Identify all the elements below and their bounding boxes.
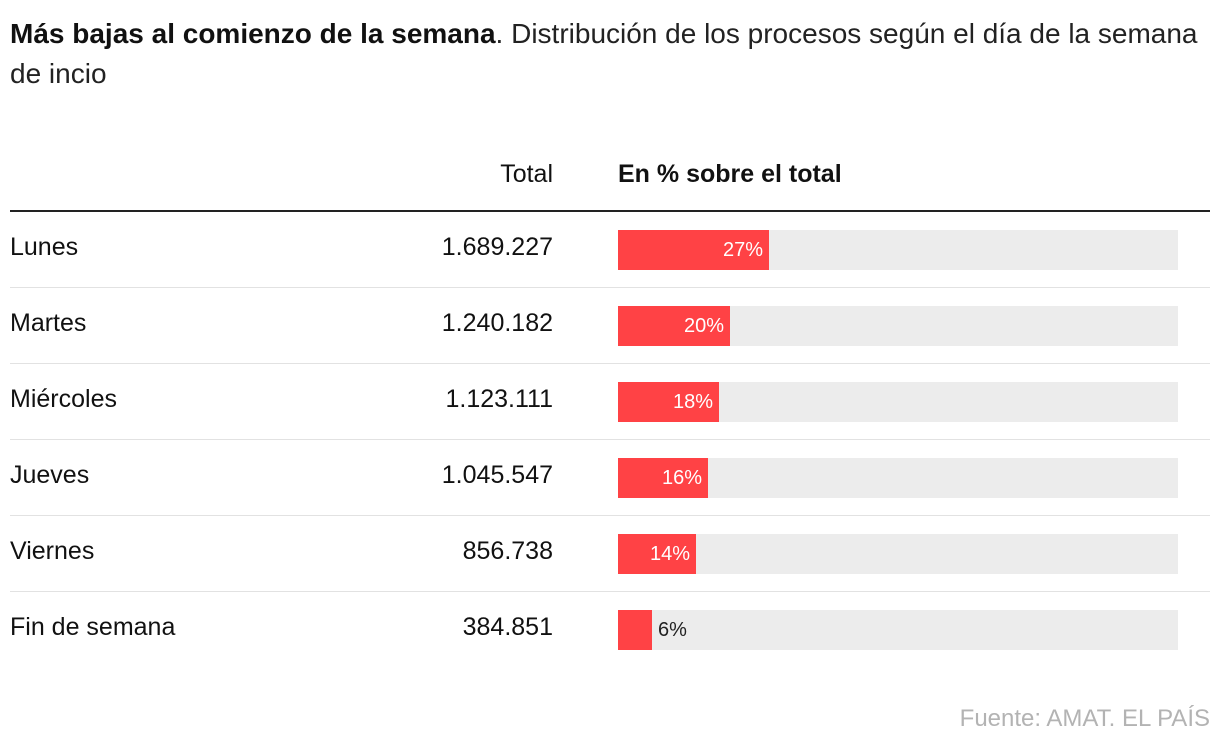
row-total-value: 1.123.111	[445, 385, 553, 413]
row-day-label: Jueves	[10, 461, 90, 489]
row-total-value: 1.045.547	[441, 461, 553, 489]
bar	[618, 230, 769, 270]
bar-value-label: 20%	[683, 315, 724, 337]
row-separator	[10, 515, 1210, 516]
row-day-label: Miércoles	[10, 385, 117, 413]
bar	[618, 306, 730, 346]
bar-track: 18%	[618, 382, 1178, 422]
chart-headline: Más bajas al comienzo de la semana. Dist…	[10, 14, 1210, 94]
row-separator	[10, 439, 1210, 440]
row-day-label: Lunes	[10, 233, 79, 261]
row-separator	[10, 591, 1210, 592]
headline-bold: Más bajas al comienzo de la semana	[10, 18, 496, 49]
table-row: Lunes 1.689.227 27%	[10, 212, 1210, 288]
bar-value-label: 27%	[722, 239, 763, 261]
bar-track: 20%	[618, 306, 1178, 346]
row-separator	[10, 363, 1210, 364]
bar-value-label: 18%	[672, 391, 713, 413]
bar	[618, 458, 708, 498]
bar-track: 16%	[618, 458, 1178, 498]
row-total-value: 856.738	[462, 537, 553, 565]
bar-value-label: 6%	[658, 619, 687, 641]
bar-track: 14%	[618, 534, 1178, 574]
bar-value-label: 14%	[649, 543, 690, 565]
row-day-label: Viernes	[10, 537, 95, 565]
row-total-value: 384.851	[462, 613, 553, 641]
bar-value-label: 16%	[661, 467, 702, 489]
row-day-label: Fin de semana	[10, 613, 176, 641]
header-rule	[10, 210, 1210, 212]
headline-subtitle: . Distribución de los procesos según el …	[10, 18, 1198, 89]
row-total-value: 1.689.227	[441, 233, 553, 261]
column-header-percent: En % sobre el total	[618, 160, 842, 188]
source-note: Fuente: AMAT. EL PAÍS	[959, 705, 1210, 732]
table-row: Miércoles 1.123.111 18%	[10, 364, 1210, 440]
bar-track: 6%	[618, 610, 1178, 650]
bar-track: 27%	[618, 230, 1178, 270]
row-day-label: Martes	[10, 309, 87, 337]
row-separator	[10, 287, 1210, 288]
bar	[618, 382, 719, 422]
table-row: Jueves 1.045.547 16%	[10, 440, 1210, 516]
bar	[618, 534, 696, 574]
table-row: Fin de semana 384.851 6%	[10, 592, 1210, 668]
bar	[618, 610, 652, 650]
table-row: Martes 1.240.182 20%	[10, 288, 1210, 364]
table-row: Viernes 856.738 14%	[10, 516, 1210, 592]
column-header-total: Total	[500, 160, 553, 188]
row-total-value: 1.240.182	[441, 309, 553, 337]
